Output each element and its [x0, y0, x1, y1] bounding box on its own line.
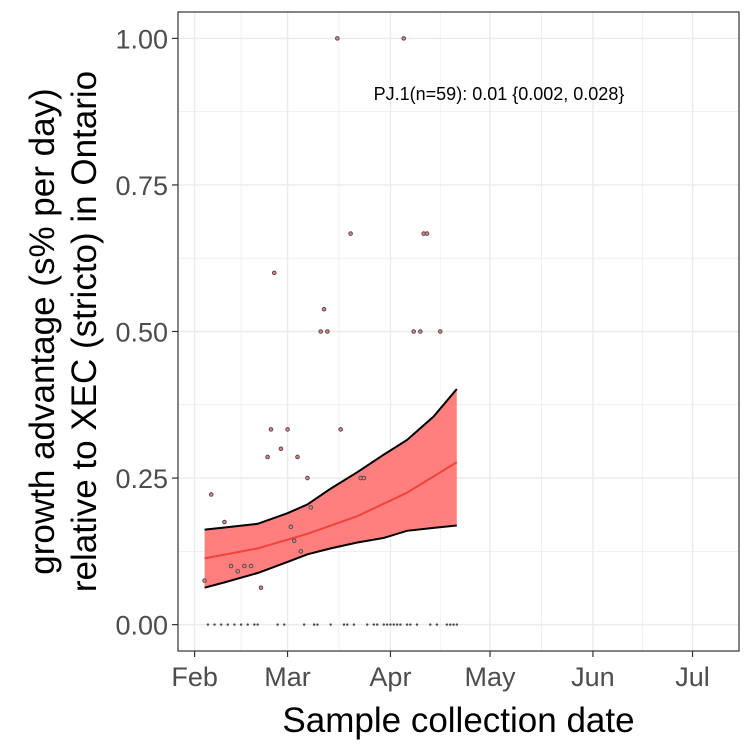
data-point	[361, 475, 367, 481]
data-point	[213, 623, 216, 626]
data-point	[276, 623, 279, 626]
y-axis: 0.00 0.25 0.50 0.75 1.00	[115, 24, 178, 641]
data-point	[305, 475, 310, 481]
data-point	[335, 36, 340, 41]
data-point	[437, 329, 443, 334]
data-point	[222, 519, 227, 525]
data-point	[265, 454, 270, 460]
data-point	[449, 623, 452, 626]
data-point	[325, 329, 330, 334]
y-axis-title-line-2: relative to XEC (stricto) in Ontario	[65, 71, 104, 592]
data-point	[248, 563, 254, 569]
data-point	[318, 329, 324, 334]
data-point	[338, 427, 343, 432]
data-point	[302, 623, 306, 626]
data-point	[298, 549, 304, 554]
data-point	[295, 454, 300, 460]
x-tick-label: Feb	[171, 662, 218, 692]
data-point	[206, 623, 210, 626]
data-point	[395, 623, 399, 626]
data-point	[418, 329, 423, 334]
y-tick-label: 0.00	[115, 611, 168, 641]
data-point	[253, 623, 256, 626]
data-point	[348, 231, 353, 236]
data-point	[399, 623, 402, 626]
data-point	[401, 36, 407, 41]
data-point	[375, 623, 379, 626]
data-point	[312, 623, 316, 626]
data-point	[288, 524, 294, 530]
plot-panel	[177, 11, 740, 652]
data-point	[258, 585, 264, 590]
data-point	[455, 623, 459, 626]
data-point	[256, 623, 259, 626]
x-axis: Feb Mar Apr May Jun Jul	[171, 651, 710, 692]
y-tick-label: 1.00	[115, 24, 168, 54]
fit-line	[204, 461, 458, 560]
x-tick-label: Mar	[264, 662, 311, 692]
y-axis-title-line-1: growth advantage (s% per day)	[23, 88, 62, 574]
data-point	[208, 492, 214, 497]
data-point	[405, 623, 409, 626]
x-axis-title: Sample collection date	[282, 701, 634, 740]
data-point	[316, 623, 319, 626]
data-point	[372, 623, 376, 626]
x-tick-label: Jun	[571, 662, 615, 692]
data-point	[233, 623, 236, 626]
data-point	[291, 538, 297, 544]
data-point	[392, 623, 395, 626]
data-point	[268, 427, 274, 432]
y-tick-label: 0.75	[115, 171, 168, 201]
data-point	[271, 270, 277, 276]
data-point	[429, 623, 432, 626]
data-point	[228, 563, 234, 569]
data-point	[278, 446, 284, 452]
y-tick-label: 0.50	[115, 318, 168, 348]
data-point	[452, 623, 455, 626]
data-point	[445, 623, 449, 626]
x-tick-label: Jul	[675, 662, 710, 692]
data-point	[415, 623, 419, 626]
ribbon-upper-bound	[204, 388, 458, 531]
model-annotation: PJ.1(n=59): 0.01 {0.002, 0.028}	[374, 84, 625, 104]
data-points	[202, 36, 459, 626]
data-point	[366, 623, 369, 626]
data-point	[239, 623, 243, 626]
data-point	[226, 623, 229, 626]
data-point	[385, 623, 389, 626]
data-point	[321, 306, 327, 312]
data-point	[411, 329, 416, 334]
data-point	[283, 623, 286, 626]
data-point	[352, 623, 356, 626]
data-point	[382, 623, 386, 626]
data-point	[424, 231, 430, 236]
data-point	[285, 427, 290, 432]
ribbon-lower-bound	[204, 524, 457, 589]
data-point	[346, 623, 349, 626]
confidence-ribbon	[204, 389, 457, 588]
data-point	[308, 505, 314, 510]
x-tick-label: Apr	[369, 662, 411, 692]
data-point	[246, 623, 249, 626]
x-tick-label: May	[465, 662, 517, 692]
data-point	[242, 563, 247, 569]
data-point	[219, 623, 223, 626]
data-point	[202, 578, 207, 583]
data-point	[235, 568, 241, 574]
data-point	[389, 623, 392, 626]
data-point	[329, 623, 332, 626]
data-point	[409, 623, 412, 626]
data-point	[435, 623, 439, 626]
y-tick-label: 0.25	[115, 464, 168, 494]
data-point	[342, 623, 346, 626]
